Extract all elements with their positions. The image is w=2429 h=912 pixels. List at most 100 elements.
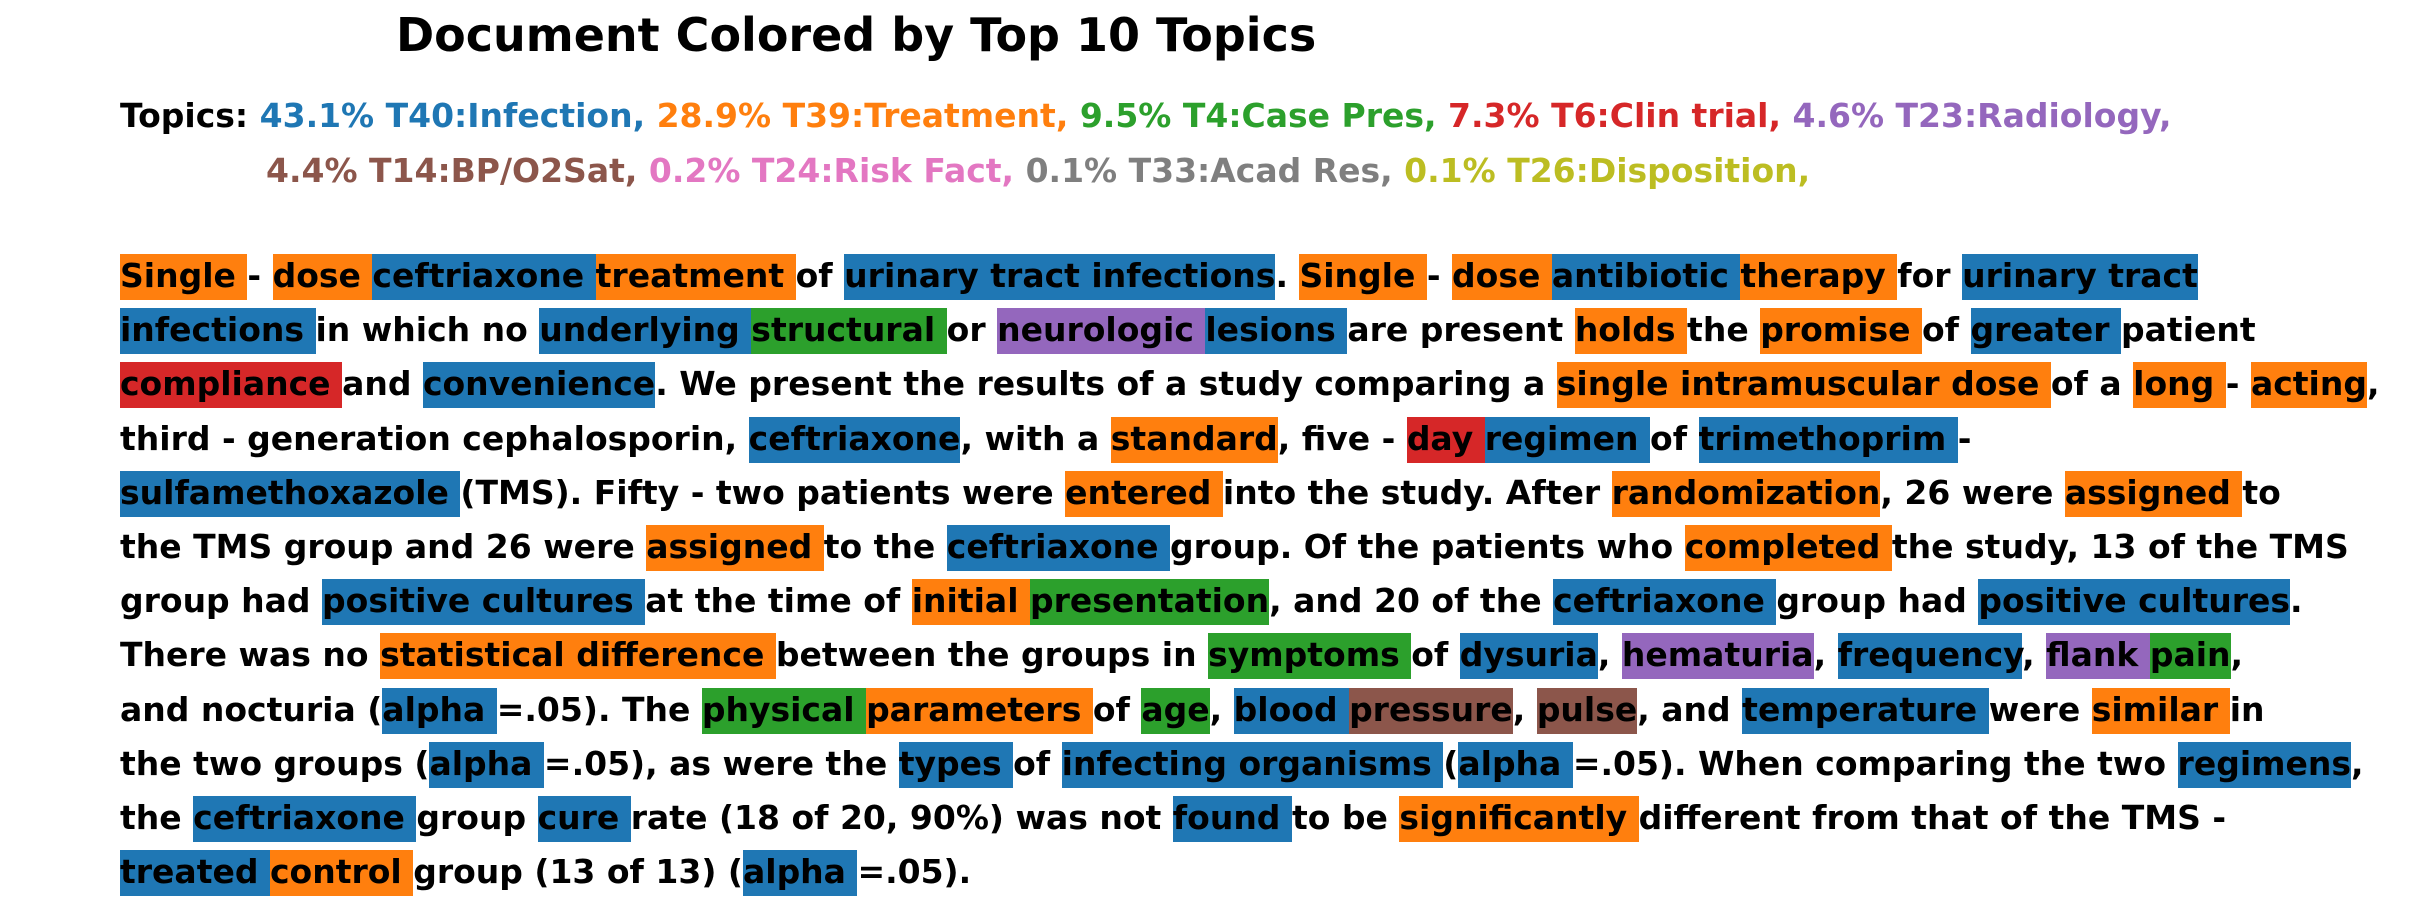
- topic-highlight-clin-trial: compliance: [120, 362, 343, 409]
- plain-text: , and: [1637, 689, 1743, 729]
- topic-highlight-infection: dysuria: [1459, 633, 1598, 680]
- topic-highlight-infection: types: [898, 741, 1014, 788]
- topic-highlight-treatment: initial: [911, 579, 1030, 626]
- topic-highlight-infection: positive cultures: [322, 579, 646, 626]
- topic-highlight-case-pres: age: [1141, 687, 1210, 734]
- plain-text: of: [1013, 743, 1062, 783]
- plain-text: are present: [1347, 310, 1575, 350]
- topic-highlight-treatment: statistical difference: [380, 633, 776, 680]
- plain-text: the TMS group and 26 were: [120, 526, 647, 566]
- plain-text: or: [946, 310, 998, 350]
- plain-text: in which no: [315, 310, 540, 350]
- topic-highlight-treatment: treatment: [595, 254, 796, 300]
- plain-text: ,: [2367, 364, 2380, 404]
- legend-entry: 7.3% T6:Clin trial,: [1436, 96, 1782, 135]
- plain-text: ,: [2230, 635, 2244, 675]
- topic-highlight-infection: urinary tract infections: [844, 254, 1276, 300]
- topic-highlight-infection: convenience: [422, 362, 656, 409]
- plain-text: and nocturia (: [120, 689, 383, 729]
- topic-highlight-infection: ceftriaxone: [748, 416, 961, 463]
- plain-text: of: [1092, 689, 1142, 729]
- page-title: Document Colored by Top 10 Topics: [396, 8, 1317, 62]
- topic-highlight-infection: frequency: [1837, 633, 2023, 680]
- plain-text: into the study. After: [1222, 472, 1612, 512]
- legend-row-2: 4.4% T14:BP/O2Sat, 0.2% T24:Risk Fact, 0…: [120, 143, 2172, 198]
- topic-highlight-case-pres: symptoms: [1208, 633, 1412, 680]
- legend-entry: 9.5% T4:Case Pres,: [1068, 96, 1437, 135]
- plain-text: .: [2290, 581, 2303, 621]
- topic-highlight-infection: regimens: [2177, 741, 2352, 788]
- plain-text: There was no: [120, 635, 381, 675]
- topic-highlight-treatment: Single: [120, 254, 248, 300]
- topic-highlight-treatment: holds: [1574, 308, 1688, 355]
- topic-highlight-case-pres: structural: [751, 308, 947, 355]
- topic-highlight-infection: ceftriaxone: [372, 254, 596, 300]
- plain-text: =.05). When comparing the two: [1572, 743, 2178, 783]
- topic-highlight-treatment: dose: [272, 254, 373, 300]
- topic-highlight-treatment: Single: [1299, 254, 1427, 300]
- legend-entry: 28.9% T39:Treatment,: [645, 96, 1069, 135]
- plain-text: (TMS). Fifty - two patients were: [460, 472, 1066, 512]
- plain-text: =.05), as were the: [543, 743, 899, 783]
- topic-highlight-infection: ceftriaxone: [946, 524, 1171, 571]
- topic-highlight-treatment: assigned: [2064, 470, 2243, 517]
- topic-highlight-clin-trial: day: [1406, 416, 1485, 463]
- plain-text: =.05). The: [496, 689, 702, 729]
- document-line: the ceftriaxone group cure rate (18 of 2…: [120, 791, 2420, 845]
- topic-highlight-treatment: parameters: [866, 687, 1093, 734]
- plain-text: for: [1897, 256, 1963, 295]
- topic-legend: Topics: 43.1% T40:Infection, 28.9% T39:T…: [120, 88, 2172, 198]
- plain-text: third - generation cephalosporin,: [120, 418, 749, 458]
- legend-entry: 0.1% T26:Disposition,: [1392, 151, 1811, 190]
- plain-text: -: [1957, 418, 1972, 458]
- topic-highlight-infection: blood: [1233, 687, 1350, 734]
- topic-highlight-infection: ceftriaxone: [193, 795, 417, 842]
- topic-highlight-treatment: therapy: [1740, 254, 1898, 300]
- topic-highlight-infection: positive cultures: [1978, 579, 2291, 626]
- topic-highlight-treatment: entered: [1065, 470, 1223, 517]
- topic-highlight-infection: alpha: [382, 687, 497, 734]
- topic-highlight-treatment: similar: [2091, 687, 2230, 734]
- topic-highlight-infection: cure: [537, 795, 631, 842]
- topic-highlight-infection: lesions: [1205, 308, 1348, 355]
- plain-text: of: [1411, 635, 1460, 675]
- plain-text: rate (18 of 20, 90%) was not: [630, 797, 1173, 837]
- document-line: group had positive cultures at the time …: [120, 574, 2420, 628]
- topic-highlight-infection: greater: [1970, 308, 2121, 355]
- plain-text: ,: [2351, 743, 2364, 783]
- plain-text: were: [1988, 689, 2092, 729]
- plain-text: group (13 of 13) (: [413, 852, 743, 892]
- plain-text: group had: [1776, 581, 1979, 621]
- topic-highlight-case-pres: physical: [701, 687, 867, 734]
- document-line: compliance and convenience. We present t…: [120, 357, 2420, 411]
- plain-text: different from that of the TMS -: [1638, 797, 2227, 837]
- topic-highlight-infection: ceftriaxone: [1553, 579, 1777, 626]
- plain-text: -: [1426, 256, 1453, 295]
- plain-text: -: [247, 256, 273, 295]
- plain-text: group had: [120, 581, 323, 621]
- topic-highlight-infection: found: [1172, 795, 1292, 842]
- plain-text: to: [2242, 472, 2281, 512]
- plain-text: the: [120, 797, 194, 837]
- topic-highlight-treatment: single intramuscular dose: [1556, 362, 2051, 409]
- topic-highlight-infection: infecting organisms: [1061, 741, 1444, 788]
- topic-highlight-case-pres: pain: [2149, 633, 2231, 680]
- legend-entry: 43.1% T40:Infection,: [259, 96, 646, 135]
- plain-text: group. Of the patients who: [1170, 526, 1685, 566]
- topic-highlight-treatment: standard: [1110, 416, 1278, 463]
- legend-entry: 4.6% T23:Radiology,: [1781, 96, 2172, 135]
- plain-text: ,: [1209, 689, 1234, 729]
- document-line: the two groups (alpha =.05), as were the…: [120, 737, 2420, 791]
- legend-entries-row-1: 43.1% T40:Infection, 28.9% T39:Treatment…: [260, 96, 2172, 135]
- plain-text: the study, 13 of the TMS: [1891, 526, 2349, 566]
- topic-highlight-treatment: completed: [1684, 524, 1892, 571]
- topic-highlight-radiology: neurologic: [997, 308, 1206, 355]
- plain-text: . We present the results of a study comp…: [655, 364, 1557, 404]
- topic-highlight-infection: regimen: [1484, 416, 1651, 463]
- topic-highlight-infection: antibiotic: [1551, 254, 1741, 300]
- document-line: There was no statistical difference betw…: [120, 628, 2420, 682]
- plain-text: patient: [2120, 310, 2256, 350]
- document-line: sulfamethoxazole (TMS). Fifty - two pati…: [120, 466, 2420, 520]
- plain-text: , five -: [1277, 418, 1407, 458]
- plain-text: of: [795, 256, 845, 295]
